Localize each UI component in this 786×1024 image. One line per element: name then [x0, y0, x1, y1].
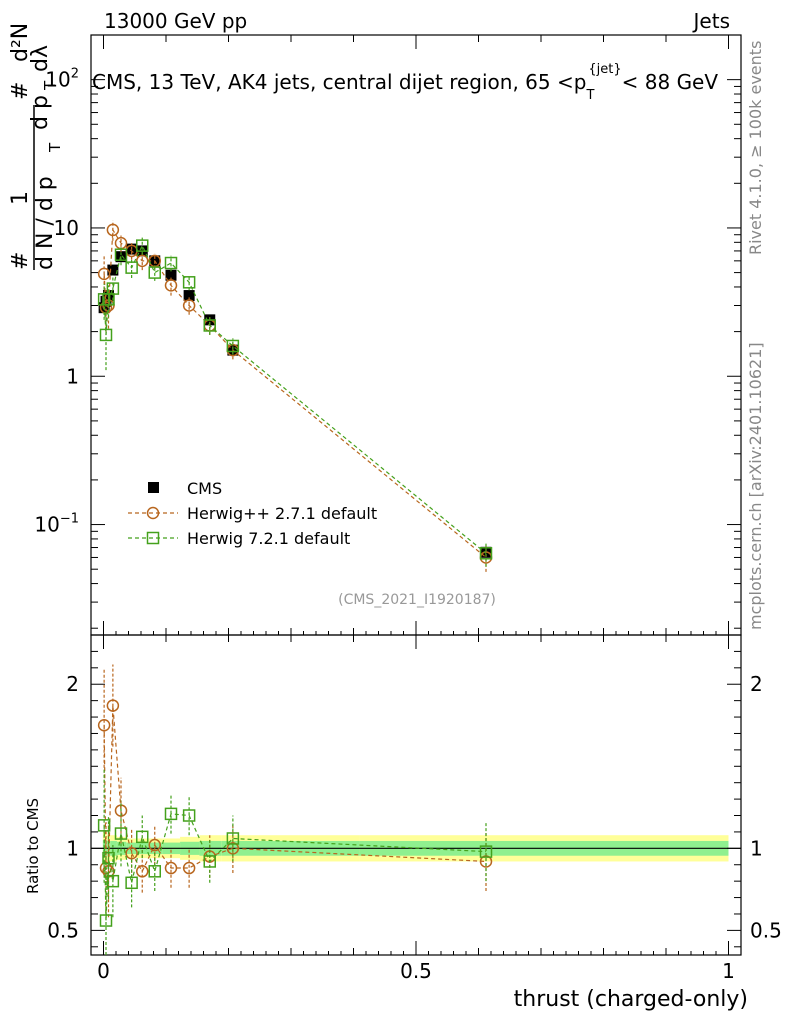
legend: CMS Herwig++ 2.7.1 default Herwig 7.2.1 …	[128, 479, 377, 548]
data-point-0-8	[165, 269, 177, 281]
header-right: Jets	[692, 9, 730, 33]
ratio-point-1-9	[182, 861, 196, 875]
data-point-2-6	[136, 239, 149, 252]
rivet-version-label: Rivet 4.1.0, ≥ 100k events	[746, 41, 765, 255]
data-point-0-3	[107, 264, 119, 276]
ratio-point-2-8	[164, 807, 178, 821]
ratio-point-2-2	[102, 851, 115, 865]
ylabel-denom: d p	[28, 95, 53, 130]
main-series	[97, 220, 493, 572]
ratio-ylabel: Ratio to CMS	[24, 798, 42, 894]
legend-label-cms: CMS	[187, 479, 222, 498]
x-axis-label: thrust (charged-only)	[514, 987, 748, 1012]
ratio-tick-label-right: 1	[750, 836, 763, 860]
ylabel-numer: d²N	[8, 23, 33, 62]
ratio-panel-frame	[90, 634, 742, 956]
ratio-uncertainty-bands	[91, 831, 741, 865]
data-point-2-9	[182, 276, 196, 289]
data-point-2-1	[99, 328, 113, 342]
ylabel-one: 1	[8, 191, 33, 205]
legend-item-herwigpp: Herwig++ 2.7.1 default	[128, 504, 377, 523]
ratio-tick-label-right: 2	[750, 672, 763, 696]
axes: 0 0.5 1 10−1 1 10 102 0.5 0.5 1 1 2 2	[34, 34, 782, 983]
y-tick-label: 1	[66, 364, 79, 388]
ratio-point-2-5	[125, 876, 138, 890]
ratio-point-2-0	[97, 819, 111, 832]
ratio-point-2-11	[226, 832, 240, 845]
ratio-point-1-7	[148, 838, 161, 852]
x-tick-label: 0	[97, 959, 110, 983]
title-sub: T	[585, 88, 594, 103]
data-point-1-0	[97, 267, 111, 281]
ratio-tick-label: 2	[66, 672, 79, 696]
data-point-2-4	[114, 248, 128, 261]
ratio-tick-label: 0.5	[47, 918, 79, 942]
title-p: p	[574, 70, 587, 94]
ratio-point-2-6	[136, 830, 149, 844]
legend-item-herwig7: Herwig 7.2.1 default	[128, 529, 350, 548]
ylabel-dn: d N / d p	[33, 176, 58, 270]
ratio-series	[97, 664, 493, 955]
ratio-point-1-6	[136, 865, 149, 878]
y-tick-label: 10	[54, 216, 79, 240]
data-point-2-8	[164, 256, 178, 270]
ratio-tick-label-right: 0.5	[750, 918, 782, 942]
x-tick-label: 1	[722, 959, 735, 983]
ratio-tick-label: 1	[66, 836, 79, 860]
y-axis-label: # 1 d N / d p T # d²N d p T dλ	[8, 23, 64, 270]
ylabel-sub-t-2: T	[41, 80, 59, 91]
data-point-1-9	[182, 299, 196, 312]
ratio-point-1-0	[97, 719, 111, 732]
ratio-point-2-3	[106, 874, 120, 888]
ylabel-hash: #	[8, 252, 33, 270]
ratio-point-1-3	[106, 699, 120, 712]
data-point-2-10	[203, 319, 216, 332]
ratio-point-2-1	[99, 914, 113, 927]
ratio-point-2-12	[479, 845, 493, 858]
ratio-point-1-5	[125, 847, 138, 860]
ylabel-sub-t: T	[46, 142, 64, 153]
legend-item-cms: CMS	[148, 479, 222, 498]
data-point-1-3	[106, 223, 120, 237]
title-sup: {jet}	[588, 62, 621, 77]
legend-marker-herwig7	[146, 531, 160, 545]
ratio-point-2-10	[203, 855, 216, 868]
data-point-2-11	[226, 339, 240, 353]
data-point-2-7	[148, 266, 161, 279]
analysis-id: (CMS_2021_I1920187)	[338, 592, 496, 608]
data-point-1-8	[164, 279, 178, 292]
legend-marker-cms	[148, 482, 159, 493]
data-point-0-9	[183, 290, 195, 302]
legend-marker-herwigpp	[146, 506, 160, 520]
ylabel-dlambda: dλ	[28, 45, 53, 72]
ratio-point-2-7	[148, 865, 161, 878]
ratio-point-2-9	[182, 809, 196, 822]
y-tick-label: 10−1	[34, 512, 79, 537]
y-tick-label: 102	[45, 67, 79, 92]
ratio-point-2-4	[114, 827, 128, 840]
data-point-2-5	[125, 261, 138, 274]
x-tick-label: 0.5	[400, 959, 432, 983]
header-left: 13000 GeV pp	[104, 9, 247, 33]
ylabel-hash-2: #	[8, 82, 33, 100]
title-tail: < 88 GeV	[622, 70, 719, 94]
mcplots-label: mcplots.cern.ch [arXiv:2401.10621]	[746, 342, 765, 630]
legend-label-herwig7: Herwig 7.2.1 default	[187, 529, 350, 548]
ratio-point-1-8	[164, 861, 178, 875]
plot-title: CMS, 13 TeV, AK4 jets, central dijet reg…	[92, 62, 718, 103]
ratio-line-2	[103, 813, 487, 921]
data-point-2-12	[479, 547, 493, 560]
data-point-1-6	[136, 254, 149, 268]
legend-label-herwigpp: Herwig++ 2.7.1 default	[187, 504, 377, 523]
title-main: CMS, 13 TeV, AK4 jets, central dijet reg…	[92, 70, 574, 94]
data-point-2-3	[106, 282, 120, 295]
